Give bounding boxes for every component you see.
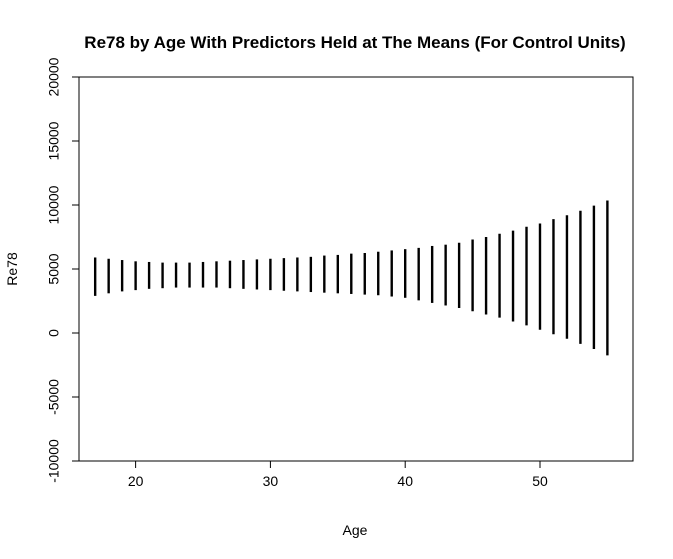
x-axis: 20 30 40 50 (128, 460, 548, 489)
y-axis-label: Re78 (4, 252, 20, 286)
y-tick-label: 10000 (46, 185, 62, 224)
y-tick-label: -10000 (46, 439, 62, 483)
x-axis-label: Age (343, 522, 368, 538)
x-tick-label: 50 (532, 473, 548, 489)
y-tick-label: 0 (46, 329, 62, 337)
y-tick-label: 20000 (46, 57, 62, 96)
x-tick-label: 30 (263, 473, 279, 489)
x-tick-label: 20 (128, 473, 144, 489)
range-bars (93, 200, 609, 356)
y-axis: -10000 -5000 0 5000 10000 15000 20000 (46, 57, 80, 483)
x-tick-label: 40 (397, 473, 413, 489)
y-tick-label: 15000 (46, 121, 62, 160)
y-tick-label: -5000 (46, 379, 62, 415)
chart-title: Re78 by Age With Predictors Held at The … (84, 33, 625, 52)
y-tick-label: 5000 (46, 253, 62, 284)
